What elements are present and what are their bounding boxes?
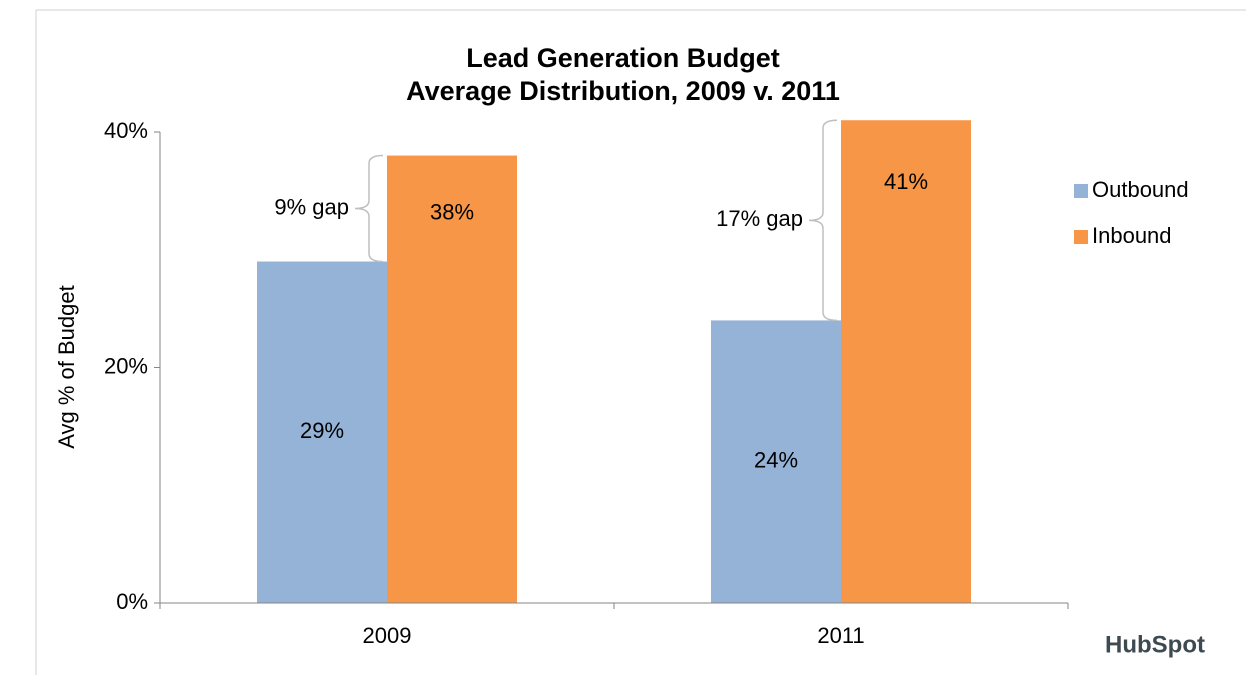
data-label: 41% (884, 169, 928, 194)
annotation: 9% gap (274, 194, 349, 219)
legend-swatch (1074, 184, 1088, 198)
gap-brace (354, 154, 384, 263)
chart-title: Average Distribution, 2009 v. 2011 (406, 76, 840, 106)
y-axis-label: Avg % of Budget (54, 285, 79, 449)
chart-title: Lead Generation Budget (466, 43, 780, 73)
x-tick-label: 2009 (363, 623, 412, 648)
legend-swatch (1074, 230, 1088, 244)
x-tick-label: 2011 (817, 623, 864, 648)
logo: HubSpot (1105, 631, 1205, 658)
bar (257, 261, 387, 603)
data-label: 24% (754, 448, 798, 473)
legend-label: Outbound (1092, 177, 1189, 202)
legend-label: Inbound (1092, 223, 1172, 248)
y-tick-label: 20% (104, 353, 148, 378)
y-tick-label: 0% (116, 589, 148, 614)
y-tick-label: 40% (104, 118, 148, 143)
annotation: 17% gap (716, 206, 803, 231)
bar (841, 120, 971, 603)
data-label: 29% (300, 418, 344, 443)
gap-brace (808, 119, 838, 322)
bar (387, 155, 517, 604)
data-label: 38% (430, 200, 474, 225)
bar (711, 320, 841, 603)
